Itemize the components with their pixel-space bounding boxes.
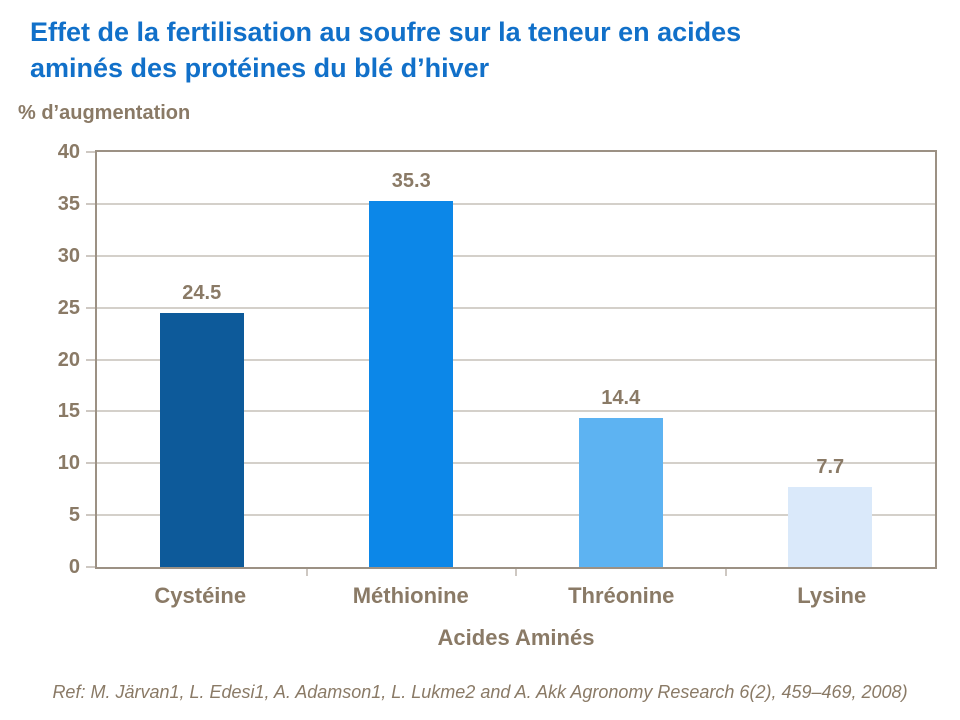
bar-value-label: 14.4 bbox=[601, 386, 641, 409]
y-tick-label: 15 bbox=[57, 400, 80, 423]
bar bbox=[159, 312, 244, 567]
y-tick-mark bbox=[86, 410, 95, 412]
y-tick-mark bbox=[86, 307, 95, 309]
x-tick-label: Thréonine bbox=[568, 583, 675, 608]
y-tick-label: 35 bbox=[57, 192, 80, 215]
x-axis-title: Acides Aminés bbox=[437, 625, 595, 650]
y-tick-label: 10 bbox=[57, 452, 80, 475]
bar bbox=[578, 417, 663, 567]
y-tick-mark bbox=[86, 514, 95, 516]
x-tick-label: Cystéine bbox=[154, 583, 247, 608]
y-tick-mark bbox=[86, 255, 95, 257]
bar-value-label: 35.3 bbox=[391, 169, 431, 192]
gridline bbox=[97, 203, 935, 205]
y-tick-label: 20 bbox=[57, 348, 80, 371]
gridline bbox=[97, 359, 935, 360]
gridline bbox=[97, 307, 935, 309]
y-tick-mark bbox=[86, 203, 95, 205]
x-tick-mark bbox=[725, 569, 726, 576]
y-tick-mark bbox=[86, 151, 95, 153]
y-axis-unit-label: % d’augmentation bbox=[18, 102, 191, 124]
x-tick-mark bbox=[306, 569, 307, 576]
y-tick-label: 30 bbox=[57, 244, 80, 267]
y-tick-label: 0 bbox=[68, 556, 80, 578]
bar-value-label: 7.7 bbox=[816, 456, 845, 479]
x-tick-label: Lysine bbox=[797, 583, 867, 608]
x-tick-mark bbox=[515, 569, 517, 576]
y-tick-label: 40 bbox=[57, 141, 80, 163]
gridline bbox=[97, 462, 935, 464]
gridline bbox=[97, 410, 935, 412]
y-tick-mark bbox=[86, 359, 95, 360]
x-axis-labels: Cystéine Méthionine Thréonine Lysine bbox=[95, 583, 937, 613]
y-tick-label: 25 bbox=[57, 296, 80, 319]
gridline bbox=[97, 255, 935, 257]
x-tick-label: Méthionine bbox=[352, 583, 469, 608]
y-tick-label: 5 bbox=[68, 504, 80, 527]
y-tick-mark bbox=[86, 462, 95, 464]
plot-area: 24.5 35.3 14.4 7.7 bbox=[86, 150, 937, 576]
footer-reference: Ref: M. Järvan1, L. Edesi1, A. Adamson1,… bbox=[52, 682, 908, 702]
bar bbox=[788, 487, 873, 567]
bar-value-label: 24.5 bbox=[182, 281, 222, 304]
y-axis-labels: 0 5 10 15 20 25 30 35 40 bbox=[20, 142, 80, 577]
chart-title: Effet de la fertilisation au soufre sur … bbox=[30, 17, 742, 83]
gridline bbox=[97, 514, 935, 516]
y-tick-mark bbox=[86, 566, 95, 568]
bar bbox=[369, 200, 454, 567]
